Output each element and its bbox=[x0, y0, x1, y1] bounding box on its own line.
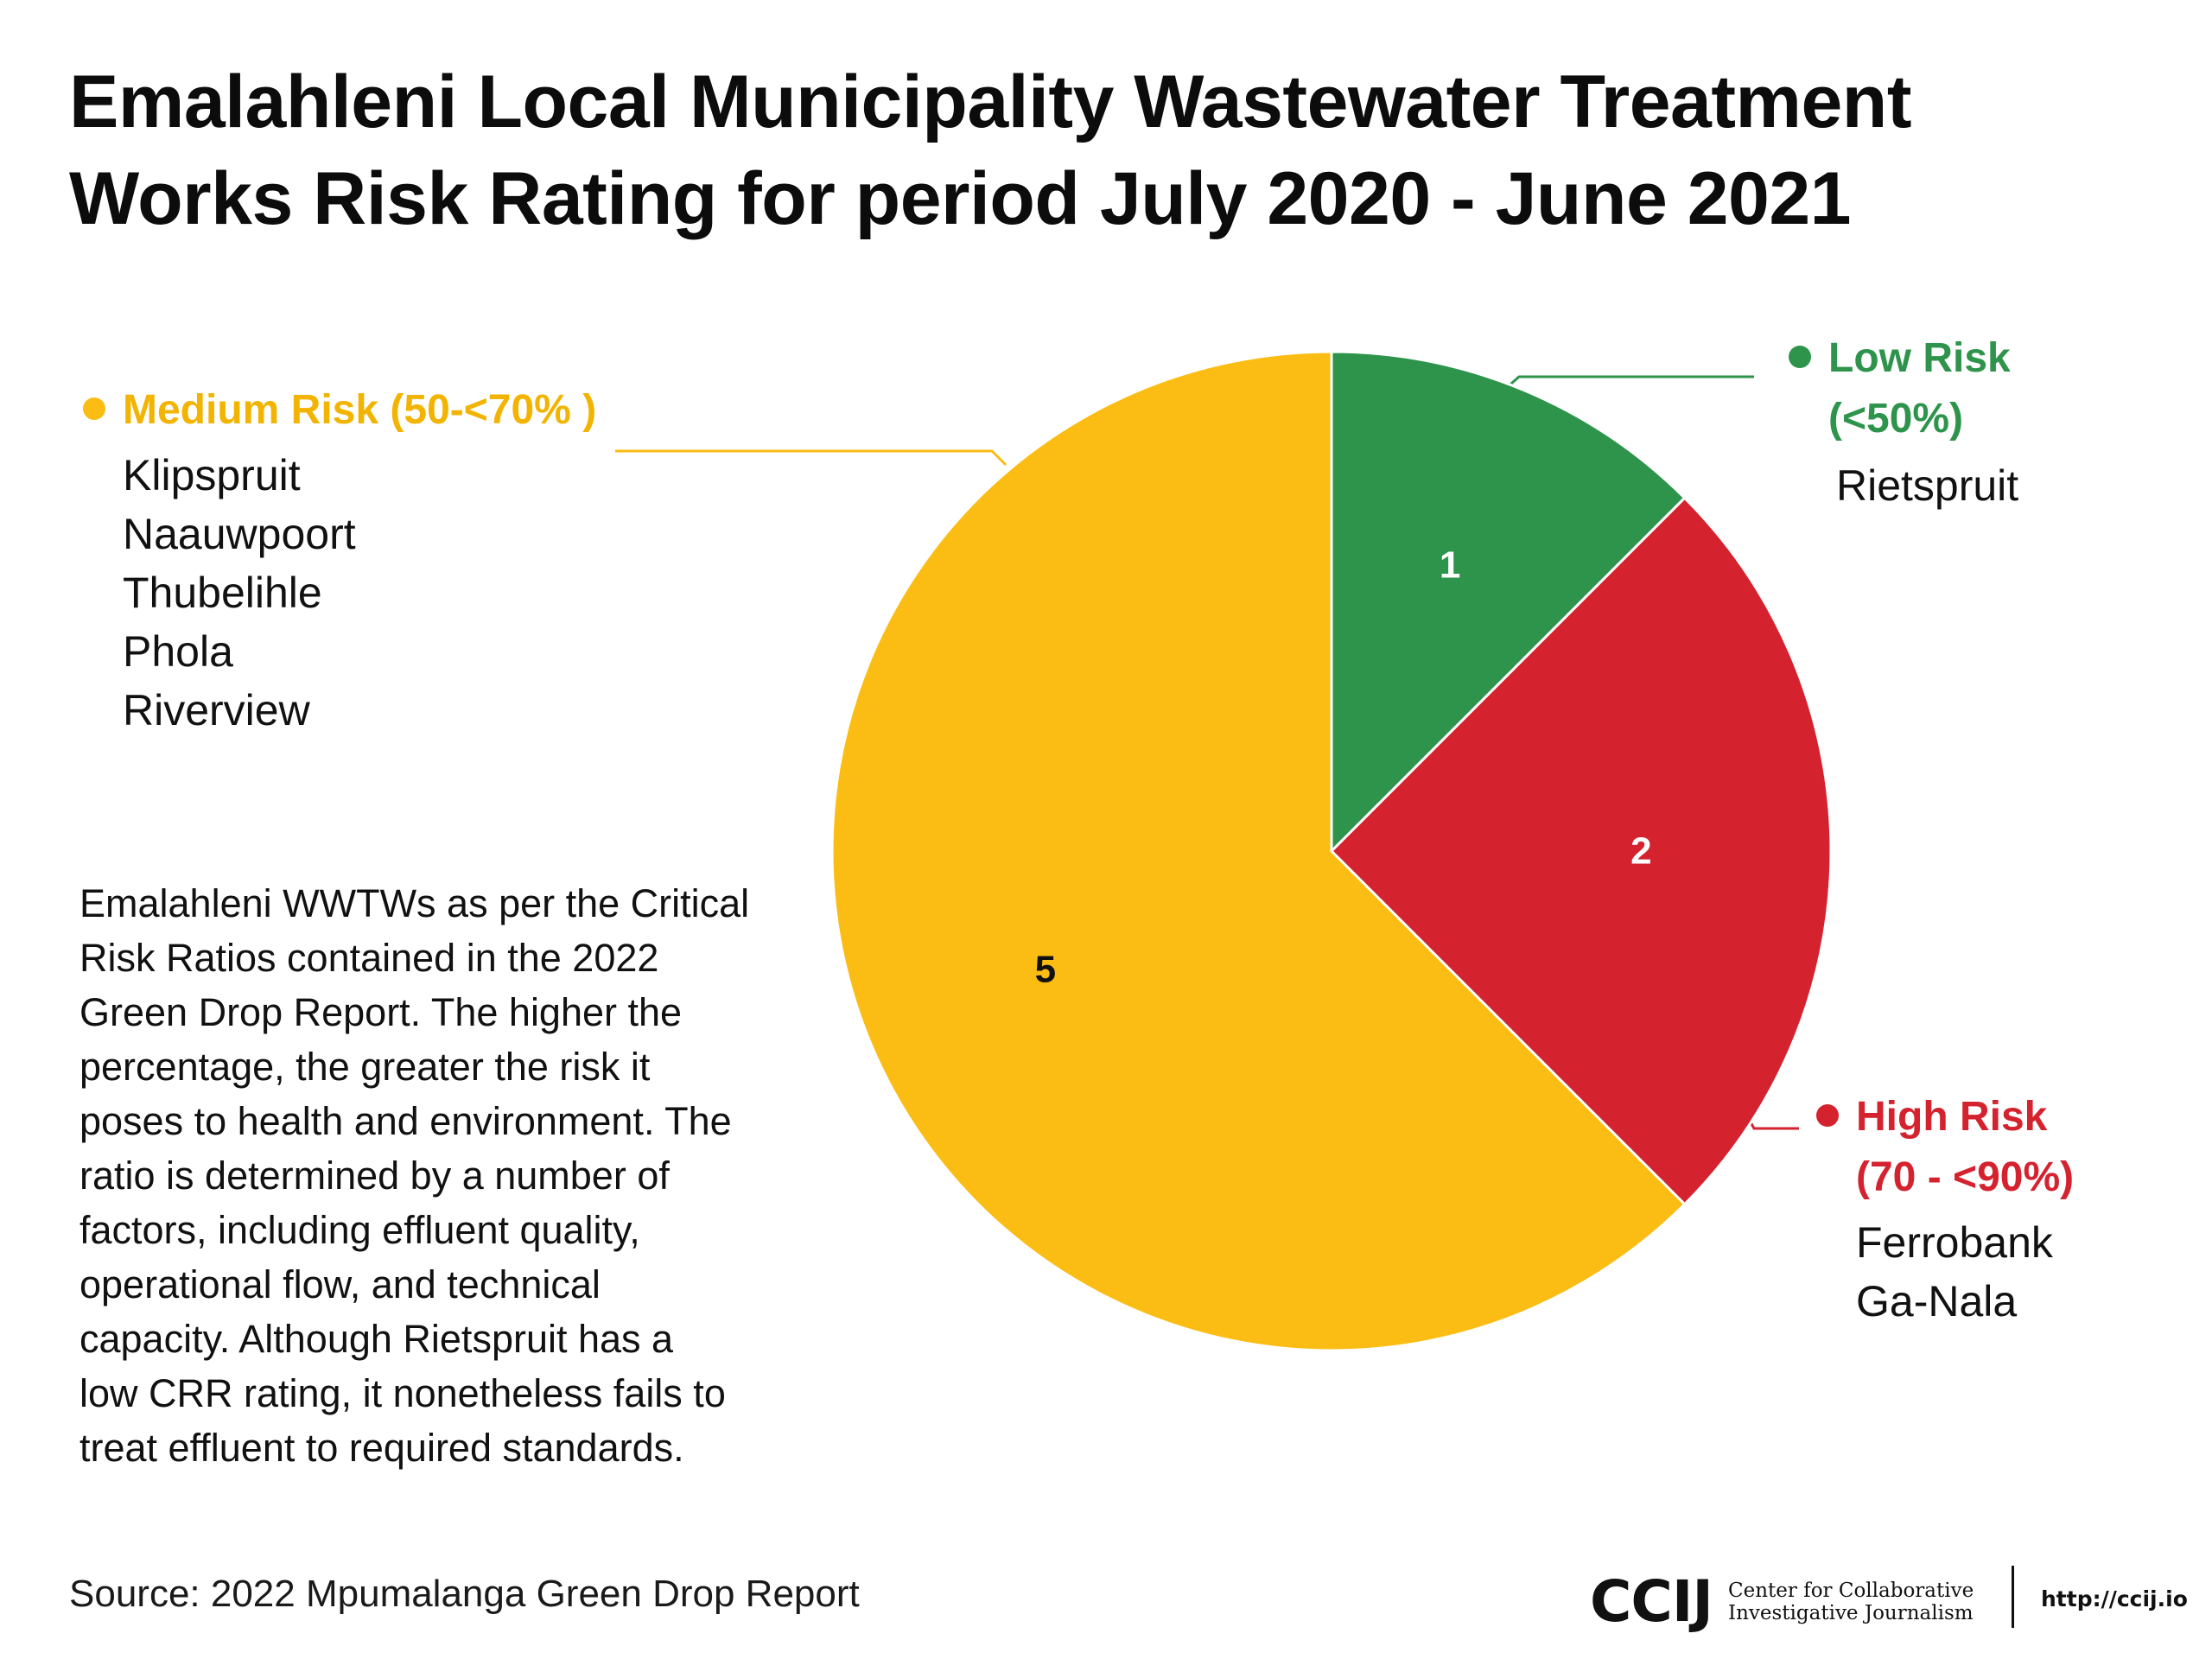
leader-line-medium bbox=[615, 449, 1007, 467]
legend-high-risk-label-line: High Risk bbox=[1856, 1094, 2048, 1140]
facility-name: Rietspruit bbox=[1836, 461, 2019, 510]
leader-line-low bbox=[1503, 375, 1754, 392]
facility-name: Ga-Nala bbox=[1856, 1277, 2018, 1325]
legend-medium-risk: Medium Risk (50-<70% ) Klipspruit Naauwp… bbox=[83, 380, 596, 740]
chart-title: Emalahleni Local Municipality Wastewater… bbox=[69, 54, 2126, 247]
legend-medium-risk-label: Medium Risk (50-<70% ) bbox=[123, 380, 596, 441]
facility-name: Naauwpoort bbox=[123, 510, 356, 558]
pie-value-label: 1 bbox=[1440, 543, 1460, 586]
legend-low-risk: Low Risk (<50%) Rietspruit bbox=[1789, 328, 2018, 515]
org-name-line: Investigative Journalism bbox=[1728, 1601, 1974, 1624]
note-line: Emalahleni WWTWs as per the Critical bbox=[79, 881, 750, 925]
chart-title-line-2: Works Risk Rating for period July 2020 -… bbox=[69, 157, 1852, 240]
legend-low-risk-dot bbox=[1789, 346, 1811, 368]
pie-value-label: 5 bbox=[1035, 949, 1056, 991]
legend-high-risk-header: High Risk (70 - <90%) bbox=[1816, 1087, 2074, 1208]
legend-medium-risk-dot bbox=[83, 397, 105, 420]
footer-url-link[interactable]: http://ccij.io bbox=[2041, 1586, 2188, 1611]
chart-title-line-1: Emalahleni Local Municipality Wastewater… bbox=[69, 60, 1911, 143]
legend-low-risk-label-line: Low Risk bbox=[1828, 335, 2011, 381]
legend-high-risk: High Risk (70 - <90%) Ferrobank Ga-Nala bbox=[1816, 1087, 2074, 1331]
legend-low-risk-header: Low Risk (<50%) bbox=[1789, 328, 2018, 449]
legend-high-risk-label-line: (70 - <90%) bbox=[1856, 1154, 2075, 1200]
pie-value-label: 2 bbox=[1630, 830, 1651, 873]
ccij-org-name: Center for Collaborative Investigative J… bbox=[1728, 1580, 1974, 1624]
note-line: Risk Ratios contained in the 2022 bbox=[79, 936, 659, 980]
source-credit: Source: 2022 Mpumalanga Green Drop Repor… bbox=[69, 1573, 860, 1615]
legend-medium-risk-label-line: Medium Risk (50-<70% ) bbox=[123, 387, 597, 433]
legend-low-risk-facilities: Rietspruit bbox=[1836, 456, 2018, 515]
legend-low-risk-label-line: (<50%) bbox=[1828, 396, 1964, 442]
pie-slice bbox=[1329, 496, 1833, 1206]
note-line: treat effluent to required standards. bbox=[79, 1426, 684, 1470]
pie-slice bbox=[1330, 350, 1687, 855]
note-line: low CRR rating, it nonetheless fails to bbox=[79, 1371, 726, 1415]
pie-slices bbox=[830, 350, 1833, 1352]
facility-name: Riverview bbox=[123, 686, 310, 734]
note-line: percentage, the greater the risk it bbox=[79, 1045, 651, 1089]
legend-high-risk-dot bbox=[1816, 1104, 1839, 1127]
legend-high-risk-label: High Risk (70 - <90%) bbox=[1856, 1087, 2074, 1208]
note-line: poses to health and environment. The bbox=[79, 1099, 732, 1143]
legend-high-risk-facilities: Ferrobank Ga-Nala bbox=[1856, 1213, 2074, 1331]
pie-slice bbox=[830, 350, 1687, 1352]
org-name-line: Center for Collaborative bbox=[1728, 1579, 1974, 1602]
note-line: ratio is determined by a number of bbox=[79, 1154, 670, 1198]
note-line: capacity. Although Rietspruit has a bbox=[79, 1317, 674, 1361]
legend-medium-risk-header: Medium Risk (50-<70% ) bbox=[83, 380, 596, 441]
facility-name: Klipspruit bbox=[123, 451, 301, 499]
facility-name: Thubelihle bbox=[123, 569, 322, 617]
pie-value-labels: 1 2 5 bbox=[1035, 543, 1652, 990]
note-line: operational flow, and technical bbox=[79, 1262, 601, 1306]
facility-name: Phola bbox=[123, 627, 233, 676]
legend-low-risk-label: Low Risk (<50%) bbox=[1828, 328, 2011, 449]
legend-medium-risk-facilities: Klipspruit Naauwpoort Thubelihle Phola R… bbox=[123, 446, 596, 740]
ccij-logo-mark: CCIJ bbox=[1590, 1568, 1713, 1635]
footer-divider bbox=[2012, 1566, 2014, 1628]
note-line: factors, including effluent quality, bbox=[79, 1208, 640, 1252]
facility-name: Ferrobank bbox=[1856, 1218, 2053, 1267]
ccij-logo: CCIJ Center for Collaborative Investigat… bbox=[1590, 1568, 1974, 1635]
explanatory-note: Emalahleni WWTWs as per the Critical Ris… bbox=[79, 876, 840, 1475]
note-line: Green Drop Report. The higher the bbox=[79, 990, 683, 1034]
